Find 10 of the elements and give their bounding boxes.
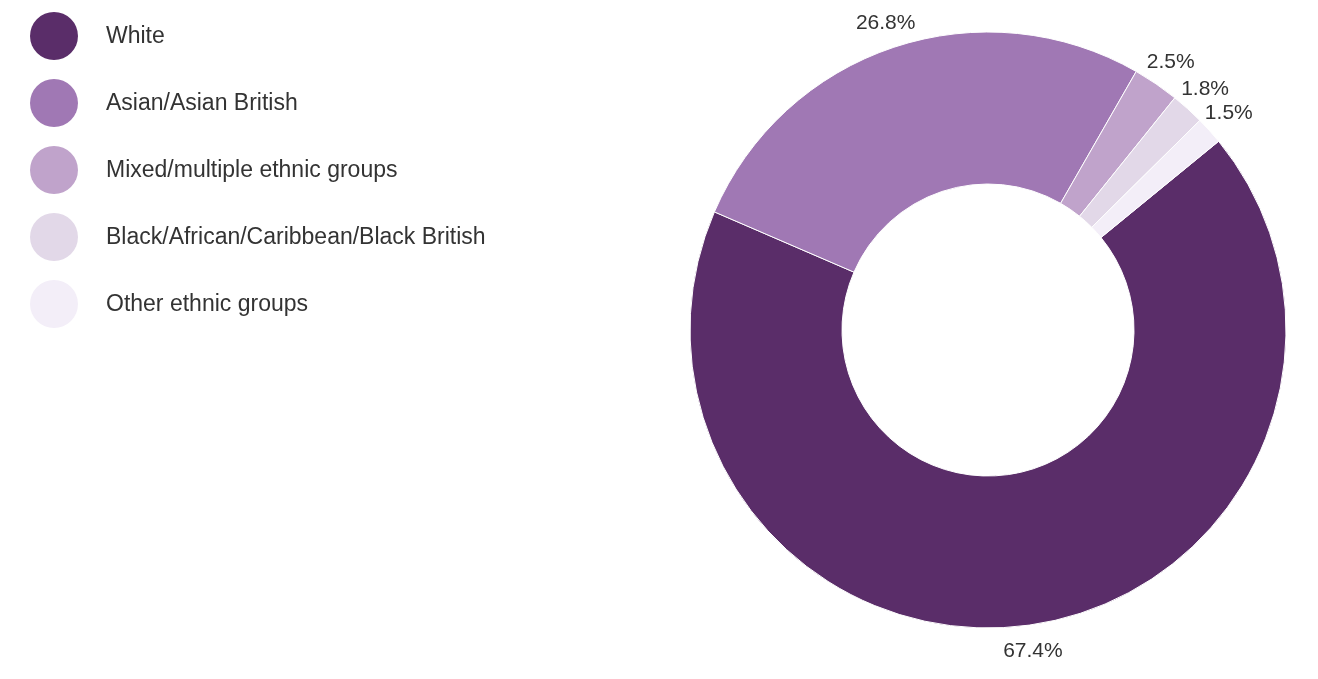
data-label: 1.8% <box>1181 76 1230 100</box>
legend-label: Mixed/multiple ethnic groups <box>106 156 398 182</box>
data-label: 67.4% <box>1003 637 1063 661</box>
legend-label: Asian/Asian British <box>106 89 298 115</box>
legend-label: Other ethnic groups <box>106 290 309 316</box>
data-label: 1.5% <box>1204 100 1253 124</box>
legend-label: Black/African/Caribbean/Black British <box>106 223 486 249</box>
data-label: 26.8% <box>855 9 916 33</box>
legend-label: White <box>106 22 165 48</box>
data-label: 2.5% <box>1146 49 1195 73</box>
